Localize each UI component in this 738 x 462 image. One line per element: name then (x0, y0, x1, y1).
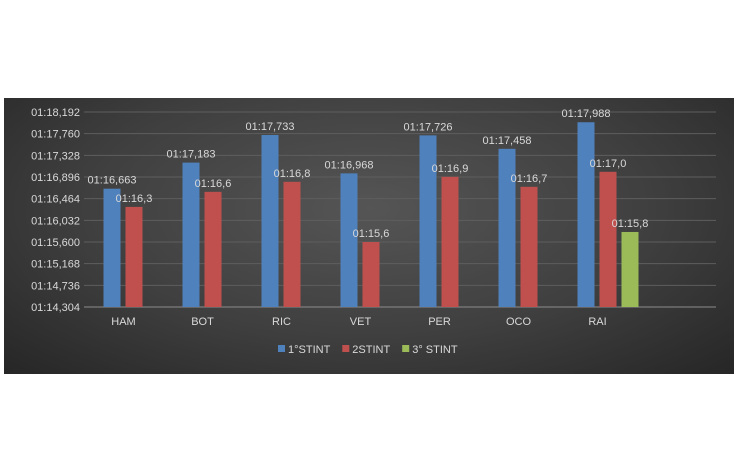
bar-per-series-1 (419, 135, 437, 307)
data-label: 01:15,6 (353, 228, 390, 240)
y-tick-label: 01:17,760 (31, 129, 80, 141)
data-label: 01:16,8 (274, 168, 311, 180)
y-tick-label: 01:14,736 (31, 280, 80, 292)
data-label: 01:15,8 (612, 218, 649, 230)
bar-vet-series-1 (340, 173, 358, 307)
x-category-label: RAI (588, 316, 606, 328)
bar-ric-series-2 (283, 181, 301, 307)
legend-label-series-1: 1°STINT (288, 344, 331, 356)
chart-area: 01:14,304 01:14,736 01:15,168 01:15,600 01:1… (4, 98, 734, 374)
data-label: 01:16,9 (432, 163, 469, 175)
bar-rai-series-1 (577, 122, 595, 308)
x-category-label: HAM (111, 316, 135, 328)
bar-rai-series-3 (621, 231, 639, 307)
data-label: 01:17,733 (246, 121, 295, 133)
y-tick-label: 01:16,032 (31, 215, 80, 227)
data-label: 01:17,0 (590, 158, 627, 170)
data-label: 01:17,726 (404, 121, 453, 133)
data-label: 01:17,988 (562, 108, 611, 120)
y-tick-label: 01:16,896 (31, 172, 80, 184)
data-label: 01:16,968 (325, 159, 374, 171)
bar-rai-series-2 (599, 171, 617, 307)
data-label: 01:17,183 (167, 149, 216, 161)
bar-ham-series-1 (103, 188, 121, 307)
x-category-label: VET (350, 316, 372, 328)
bar-oco-series-2 (520, 186, 538, 307)
bar-ric-series-1 (261, 135, 279, 307)
legend-label-series-2: 2STINT (352, 344, 390, 356)
legend-label-series-3: 3° STINT (412, 344, 458, 356)
data-label: 01:16,663 (88, 175, 137, 187)
bar-vet-series-2 (362, 242, 380, 307)
legend-swatch-series-2 (342, 345, 350, 352)
y-tick-label: 01:16,464 (31, 194, 80, 206)
y-tick-label: 01:15,600 (31, 237, 80, 249)
y-tick-label: 01:17,328 (31, 150, 80, 162)
x-category-label: OCO (506, 316, 532, 328)
y-tick-label: 01:18,192 (31, 107, 80, 119)
data-label: 01:16,3 (116, 193, 153, 205)
y-tick-label: 01:14,304 (31, 302, 80, 314)
legend-swatch-series-1 (278, 345, 285, 352)
data-label: 01:16,6 (195, 178, 232, 190)
bar-bot-series-2 (204, 191, 222, 307)
bar-oco-series-1 (498, 148, 516, 307)
x-category-label: RIC (272, 316, 291, 328)
data-label: 01:17,458 (483, 135, 532, 147)
x-category-label: PER (428, 316, 451, 328)
bar-ham-series-2 (125, 206, 143, 307)
bar-per-series-2 (441, 176, 459, 307)
bar-chart: 01:14,304 01:14,736 01:15,168 01:15,600 01:1… (31, 107, 716, 356)
legend-swatch-series-3 (402, 345, 410, 352)
x-category-label: BOT (191, 316, 214, 328)
y-tick-label: 01:15,168 (31, 259, 80, 271)
data-label: 01:16,7 (511, 173, 548, 185)
bar-bot-series-1 (182, 162, 200, 307)
